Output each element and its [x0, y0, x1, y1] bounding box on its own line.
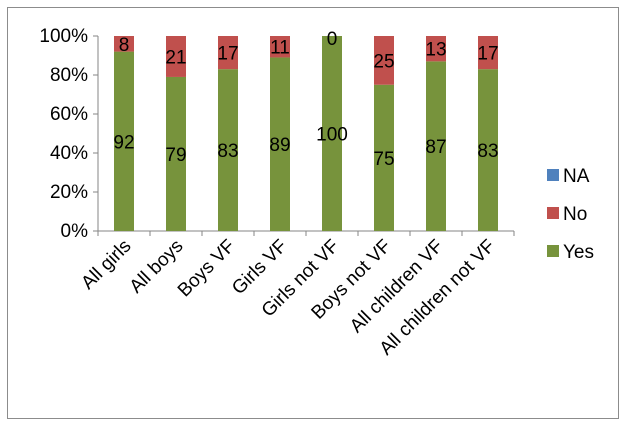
- data-label-no: 0: [327, 29, 338, 50]
- data-label-yes: 87: [425, 137, 446, 158]
- data-label-yes: 100: [316, 125, 348, 146]
- bar-segment-yes: [374, 84, 394, 231]
- bar-segment-yes: [322, 36, 342, 231]
- bar-segment-yes: [166, 76, 186, 231]
- bar-segment-no: [166, 36, 186, 77]
- y-tick-label: 80%: [50, 65, 88, 86]
- legend-label-na: NA: [563, 166, 590, 187]
- legend-swatch-na: [547, 169, 559, 181]
- chart-frame: [7, 7, 619, 419]
- data-label-yes: 83: [217, 141, 238, 162]
- y-tick-label: 100%: [39, 26, 88, 47]
- y-tick-label: 20%: [50, 182, 88, 203]
- bars: [114, 36, 498, 232]
- bar-segment-no: [374, 36, 394, 85]
- x-tick-label: All children VF: [346, 236, 447, 337]
- bar-segment-no: [426, 36, 446, 62]
- bar-segment-yes: [426, 61, 446, 231]
- legend-label-yes: Yes: [563, 242, 594, 263]
- y-axis: 0% 20% 40% 60% 80% 100%: [39, 26, 99, 242]
- legend-swatch-no: [547, 207, 559, 219]
- data-label-no: 25: [373, 51, 394, 72]
- bar-segment-no: [270, 36, 290, 58]
- bar-segment-yes: [114, 51, 134, 231]
- legend: NA No Yes: [547, 166, 594, 263]
- x-tick-label: Boys VF: [174, 236, 240, 302]
- bar-segment-no: [114, 36, 134, 52]
- data-label-no: 17: [217, 44, 238, 65]
- bar-segment-no: [218, 36, 238, 70]
- data-label-yes: 89: [269, 135, 290, 156]
- bar-segment-yes: [478, 69, 498, 232]
- legend-swatch-yes: [547, 245, 559, 257]
- data-label-no: 17: [477, 44, 498, 65]
- data-label-yes: 75: [373, 149, 394, 170]
- data-label-yes: 92: [113, 132, 134, 153]
- bar-segment-yes: [218, 69, 238, 232]
- y-tick-label: 40%: [50, 143, 88, 164]
- y-tick-label: 0%: [61, 221, 89, 242]
- data-label-no: 21: [165, 47, 186, 68]
- y-tick-label: 60%: [50, 104, 88, 125]
- legend-label-no: No: [563, 204, 587, 225]
- bar-segment-yes: [270, 57, 290, 232]
- data-label-no: 13: [425, 40, 446, 61]
- data-label-no: 11: [270, 38, 290, 59]
- bar-segment-no: [478, 36, 498, 70]
- data-labels: 92 8 79 21 83 17 89 11 100 0 75 25 87 13 83 17: [113, 29, 498, 170]
- data-label-yes: 79: [165, 145, 186, 166]
- data-label-no: 8: [119, 35, 130, 56]
- data-label-yes: 83: [477, 141, 498, 162]
